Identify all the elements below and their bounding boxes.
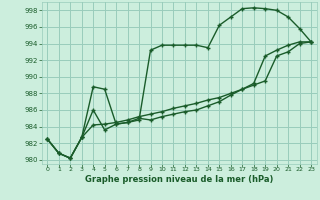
- X-axis label: Graphe pression niveau de la mer (hPa): Graphe pression niveau de la mer (hPa): [85, 175, 273, 184]
